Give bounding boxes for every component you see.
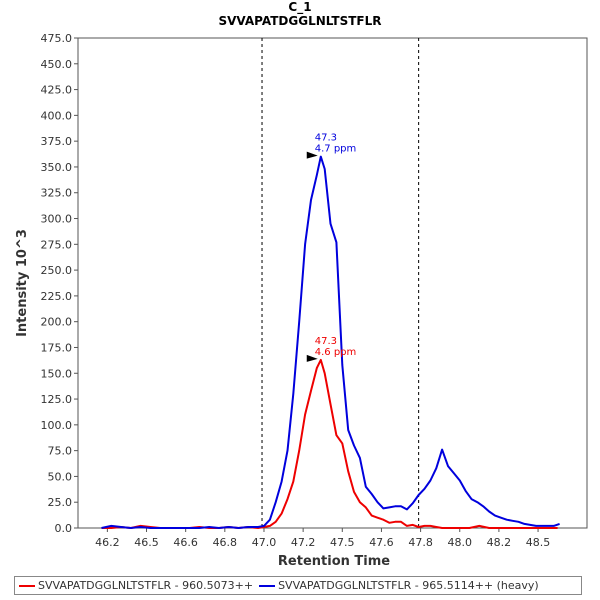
plot-area xyxy=(77,37,588,529)
x-tick-label: 47.5 xyxy=(330,536,355,549)
peak-time-label: 47.3 xyxy=(315,336,337,347)
legend-swatch-light xyxy=(19,584,35,587)
peak-arrow-light xyxy=(306,354,318,362)
series-layer xyxy=(101,155,560,529)
y-tick-label: 425.0 xyxy=(41,84,73,97)
x-tick-label: 46.2 xyxy=(95,536,120,549)
x-tick-label: 47.2 xyxy=(291,536,316,549)
y-axis-ticks: 0.0 25.0 50.0 75.0 100.0 125.0 150.0 175.0 200.0… xyxy=(41,32,78,535)
y-tick-label: 25.0 xyxy=(48,496,73,509)
x-tick-label: 46.8 xyxy=(213,536,238,549)
y-tick-label: 50.0 xyxy=(48,470,73,483)
y-tick-label: 350.0 xyxy=(41,161,73,174)
chart-subtitle: SVVAPATDGGLNLTSTFLR xyxy=(218,14,381,28)
legend-label-light: SVVAPATDGGLNLTSTFLR - 960.5073++ xyxy=(38,579,254,592)
chart-title: C_1 xyxy=(288,0,311,15)
y-tick-label: 200.0 xyxy=(41,316,73,329)
x-axis-ticks: 46.2 46.5 46.6 46.8 47.0 47.2 47.5 47.6 47.8 48.0… xyxy=(95,528,550,549)
legend-entry-heavy: SVVAPATDGGLNLTSTFLR - 965.5114++ (heavy) xyxy=(259,579,539,592)
legend: SVVAPATDGGLNLTSTFLR - 960.5073++ SVVAPAT… xyxy=(14,576,582,595)
peak-time-label: 47.3 xyxy=(315,133,337,144)
y-tick-label: 150.0 xyxy=(41,367,73,380)
y-tick-label: 125.0 xyxy=(41,393,73,406)
x-tick-label: 47.0 xyxy=(252,536,277,549)
x-tick-label: 48.0 xyxy=(448,536,473,549)
legend-label-heavy: SVVAPATDGGLNLTSTFLR - 965.5114++ (heavy) xyxy=(278,579,539,592)
y-tick-label: 450.0 xyxy=(41,58,73,71)
y-tick-label: 100.0 xyxy=(41,419,73,432)
y-tick-label: 375.0 xyxy=(41,135,73,148)
y-tick-label: 250.0 xyxy=(41,264,73,277)
x-tick-label: 46.5 xyxy=(134,536,159,549)
y-tick-label: 275.0 xyxy=(41,238,73,251)
y-tick-label: 75.0 xyxy=(48,445,73,458)
y-tick-label: 225.0 xyxy=(41,290,73,303)
x-tick-label: 47.6 xyxy=(369,536,394,549)
y-tick-label: 0.0 xyxy=(55,522,73,535)
y-tick-label: 300.0 xyxy=(41,213,73,226)
peak-ppm-label: 4.7 ppm xyxy=(315,144,357,155)
plot-frame xyxy=(77,37,588,529)
x-axis-label: Retention Time xyxy=(278,554,390,569)
peak-arrow-heavy xyxy=(306,151,318,159)
peak-ppm-label: 4.6 ppm xyxy=(315,347,357,358)
x-tick-label: 48.5 xyxy=(526,536,551,549)
y-tick-label: 475.0 xyxy=(41,32,73,45)
series-line-heavy xyxy=(101,155,560,529)
y-tick-label: 400.0 xyxy=(41,109,73,122)
legend-entry-light: SVVAPATDGGLNLTSTFLR - 960.5073++ xyxy=(19,579,253,592)
x-tick-label: 46.6 xyxy=(173,536,198,549)
y-tick-label: 175.0 xyxy=(41,341,73,354)
x-tick-label: 47.8 xyxy=(408,536,433,549)
y-axis-label: Intensity 10^3 xyxy=(15,229,30,337)
y-tick-label: 325.0 xyxy=(41,187,73,200)
legend-swatch-heavy xyxy=(259,584,276,587)
x-tick-label: 48.2 xyxy=(487,536,512,549)
